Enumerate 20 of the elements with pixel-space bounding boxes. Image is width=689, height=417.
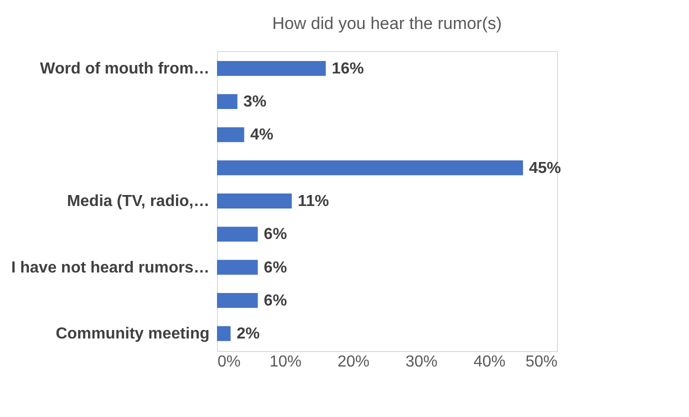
x-tick-label: 40% (473, 354, 506, 370)
x-tick-label: 20% (337, 354, 370, 370)
data-label: 16% (332, 60, 364, 78)
y-tick-label: Media (TV, radio,… (66, 193, 210, 210)
x-tick-label: 50% (525, 354, 558, 370)
data-label: 6% (264, 226, 287, 244)
data-label: 6% (264, 259, 287, 276)
data-label: 11% (298, 193, 329, 210)
y-tick-label: Word of mouth from… (40, 60, 210, 78)
y-tick-label: Community meeting (56, 326, 210, 343)
x-tick-label: 30% (405, 354, 438, 370)
data-label: 3% (243, 94, 267, 111)
data-label: 45% (529, 160, 562, 177)
y-tick-label: I have not heard rumors… (11, 259, 210, 276)
data-label: 4% (250, 126, 274, 144)
x-tick-label: 0% (218, 354, 241, 370)
data-label: 6% (264, 292, 287, 310)
chart-title: How did you hear the rumor(s) (272, 14, 502, 33)
data-label: 2% (236, 326, 260, 343)
x-tick-label: 10% (269, 354, 302, 370)
